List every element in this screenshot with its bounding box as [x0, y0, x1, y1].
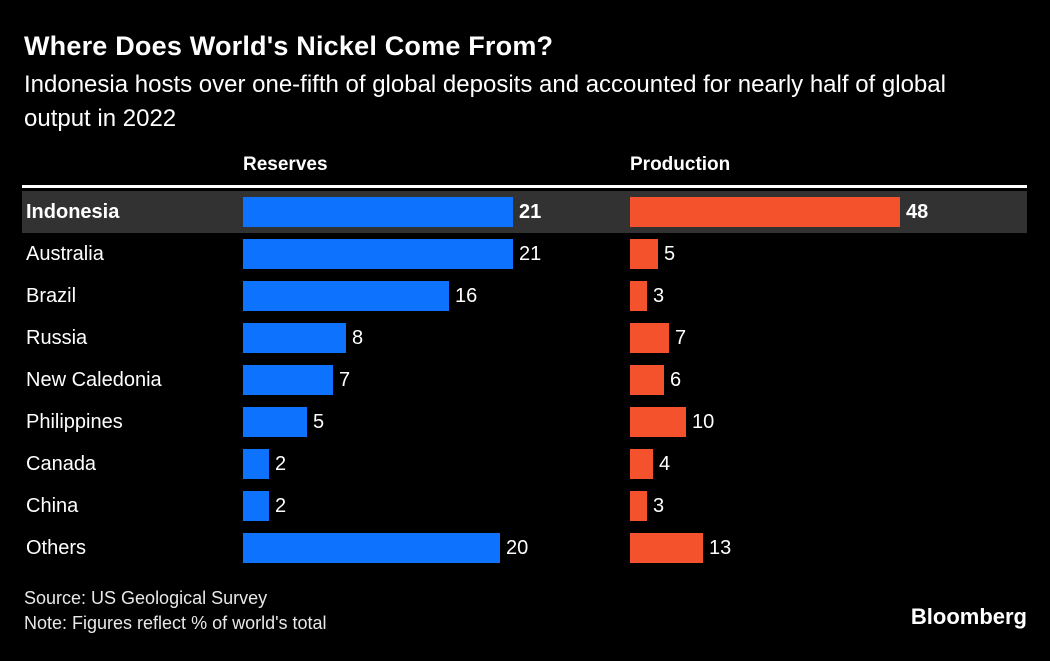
- reserves-cell: 7: [243, 365, 630, 395]
- reserves-column-header: Reserves: [243, 154, 328, 175]
- production-value: 3: [653, 494, 665, 517]
- table-row: Philippines 5 10: [22, 401, 1027, 443]
- nickel-bar-chart: Reserves Production Indonesia 21 48 Aust…: [22, 154, 1027, 569]
- production-value: 13: [709, 536, 732, 559]
- production-bar: [630, 533, 703, 563]
- reserves-bar: [243, 239, 513, 269]
- reserves-cell: 21: [243, 239, 630, 269]
- country-label: Canada: [26, 452, 97, 475]
- production-bar: [630, 197, 900, 227]
- reserves-bar: [243, 197, 513, 227]
- country-label: Brazil: [26, 284, 77, 307]
- table-row: Australia 21 5: [22, 233, 1027, 275]
- table-row: Russia 8 7: [22, 317, 1027, 359]
- reserves-cell: 20: [243, 533, 630, 563]
- production-cell: 6: [630, 365, 1027, 395]
- reserves-cell: 21: [243, 197, 630, 227]
- reserves-cell: 8: [243, 323, 630, 353]
- country-label: Indonesia: [26, 200, 120, 223]
- production-bar: [630, 491, 647, 521]
- chart-rows: Indonesia 21 48 Australia 21 5 Brazil 16…: [22, 191, 1027, 569]
- reserves-bar: [243, 365, 333, 395]
- reserves-value: 7: [339, 368, 351, 391]
- chart-subtitle: Indonesia hosts over one-fifth of global…: [24, 71, 946, 132]
- reserves-value: 21: [519, 200, 542, 223]
- chart-footer: Source: US Geological Survey Note: Figur…: [22, 586, 1027, 636]
- production-cell: 5: [630, 239, 1027, 269]
- reserves-value: 16: [455, 284, 478, 307]
- production-cell: 3: [630, 281, 1027, 311]
- production-value: 4: [659, 452, 671, 475]
- table-row: Others 20 13: [22, 527, 1027, 569]
- production-value: 3: [653, 284, 665, 307]
- country-label: Others: [26, 536, 87, 559]
- production-cell: 13: [630, 533, 1027, 563]
- reserves-cell: 2: [243, 449, 630, 479]
- table-row: Brazil 16 3: [22, 275, 1027, 317]
- reserves-value: 2: [275, 452, 287, 475]
- production-value: 6: [670, 368, 682, 391]
- source-note: Source: US Geological Survey: [24, 588, 268, 608]
- reserves-bar: [243, 281, 449, 311]
- reserves-value: 20: [506, 536, 529, 559]
- reserves-bar: [243, 449, 269, 479]
- reserves-value: 21: [519, 242, 542, 265]
- production-cell: 10: [630, 407, 1027, 437]
- table-row: New Caledonia 7 6: [22, 359, 1027, 401]
- footer-notes: Source: US Geological Survey Note: Figur…: [22, 586, 327, 636]
- reserves-value: 8: [352, 326, 364, 349]
- reserves-bar: [243, 407, 307, 437]
- production-cell: 4: [630, 449, 1027, 479]
- reserves-value: 5: [313, 410, 325, 433]
- column-headers: Reserves Production: [22, 154, 1027, 176]
- production-value: 10: [692, 410, 715, 433]
- country-label: Philippines: [26, 410, 123, 433]
- production-bar: [630, 449, 653, 479]
- reserves-bar: [243, 491, 269, 521]
- reserves-value: 2: [275, 494, 287, 517]
- reserves-bar: [243, 323, 346, 353]
- table-row: China 2 3: [22, 485, 1027, 527]
- production-bar: [630, 365, 664, 395]
- production-cell: 48: [630, 197, 1027, 227]
- table-row: Canada 2 4: [22, 443, 1027, 485]
- production-bar: [630, 281, 647, 311]
- country-label: New Caledonia: [26, 368, 162, 391]
- country-label: Australia: [26, 242, 104, 265]
- production-bar: [630, 239, 658, 269]
- bloomberg-logo: Bloomberg: [910, 604, 1027, 629]
- production-column-header: Production: [630, 154, 731, 175]
- production-cell: 7: [630, 323, 1027, 353]
- reserves-cell: 5: [243, 407, 630, 437]
- country-label: China: [26, 494, 79, 517]
- page-title: Where Does World's Nickel Come From?: [24, 31, 554, 61]
- production-cell: 3: [630, 491, 1027, 521]
- reserves-cell: 2: [243, 491, 630, 521]
- production-value: 48: [906, 200, 929, 223]
- production-bar: [630, 407, 686, 437]
- production-value: 7: [675, 326, 687, 349]
- production-value: 5: [664, 242, 676, 265]
- reserves-cell: 16: [243, 281, 630, 311]
- production-bar: [630, 323, 669, 353]
- header-separator: [22, 185, 1027, 188]
- figures-note: Note: Figures reflect % of world's total: [24, 613, 327, 633]
- country-label: Russia: [26, 326, 88, 349]
- table-row: Indonesia 21 48: [22, 191, 1027, 233]
- reserves-bar: [243, 533, 500, 563]
- label-column-spacer: [22, 154, 243, 176]
